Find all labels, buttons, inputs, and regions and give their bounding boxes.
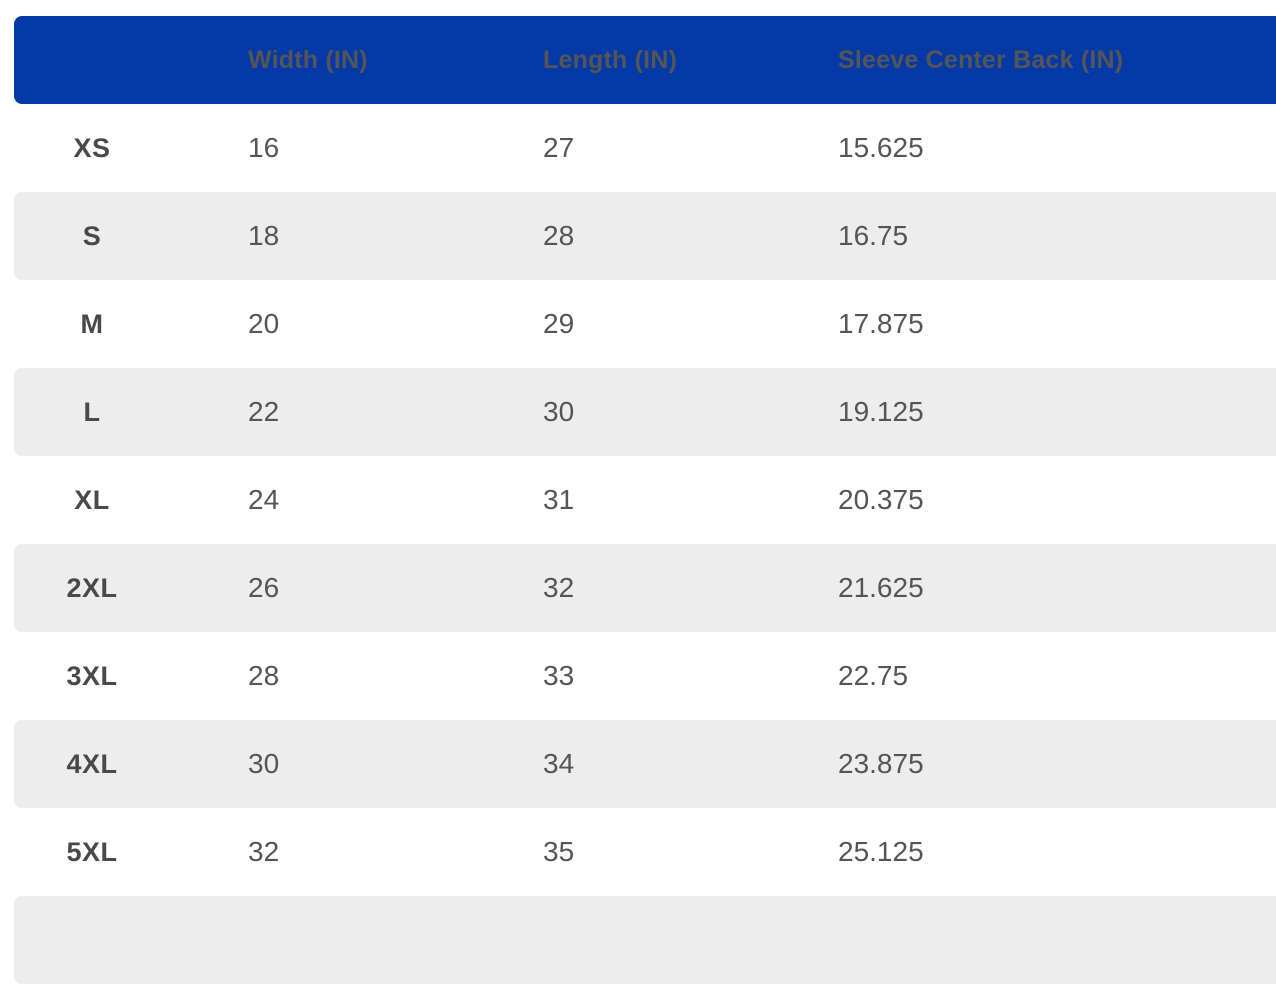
row-cell-sleeve_center_back_in: 22.75 (838, 660, 909, 691)
row-cell-length_in: 28 (543, 220, 575, 251)
row-cell-length_in: 31 (543, 484, 575, 515)
row-cell-width_in: 16 (248, 132, 280, 163)
table-row: XS 16 27 15.625 (14, 104, 1276, 192)
row-cell-length_in: 35 (543, 836, 575, 867)
row-cell-sleeve_center_back_in: 17.875 (838, 308, 924, 339)
row-cell-width_in: 24 (248, 484, 280, 515)
row-cell-width_in: 18 (248, 220, 280, 251)
header-cell-width: Width (IN) (248, 45, 368, 74)
row-cell-width_in: 26 (248, 572, 280, 603)
table-body: XS 16 27 15.625 S 18 28 16.75 M 20 29 17.875 L 22 30 19… (14, 104, 1276, 896)
row-cell-length_in: 27 (543, 132, 575, 163)
row-size-label: XL (74, 484, 110, 515)
row-cell-width_in: 30 (248, 748, 280, 779)
row-cell-length_in: 32 (543, 572, 575, 603)
row-size-label: 3XL (66, 660, 118, 691)
table-row: 3XL 28 33 22.75 (14, 632, 1276, 720)
row-cell-length_in: 33 (543, 660, 575, 691)
row-cell-sleeve_center_back_in: 25.125 (838, 836, 924, 867)
partial-next-row (14, 896, 1276, 984)
table-row: L 22 30 19.125 (14, 368, 1276, 456)
row-cell-width_in: 22 (248, 396, 280, 427)
row-size-label: XS (73, 132, 111, 163)
row-size-label: M (80, 308, 104, 339)
table-header-row: Width (IN) Length (IN) Sleeve Center Bac… (14, 16, 1276, 104)
row-size-label: L (83, 396, 101, 427)
table-row: 5XL 32 35 25.125 (14, 808, 1276, 896)
row-cell-length_in: 30 (543, 396, 575, 427)
row-cell-sleeve_center_back_in: 19.125 (838, 396, 924, 427)
row-cell-length_in: 29 (543, 308, 575, 339)
row-cell-length_in: 34 (543, 748, 575, 779)
table-row: M 20 29 17.875 (14, 280, 1276, 368)
table-row: XL 24 31 20.375 (14, 456, 1276, 544)
row-cell-width_in: 32 (248, 836, 280, 867)
row-cell-sleeve_center_back_in: 23.875 (838, 748, 924, 779)
row-size-label: S (82, 220, 102, 251)
size-chart-table: Width (IN) Length (IN) Sleeve Center Bac… (14, 16, 1276, 984)
row-cell-sleeve_center_back_in: 21.625 (838, 572, 924, 603)
table-row: S 18 28 16.75 (14, 192, 1276, 280)
row-cell-width_in: 28 (248, 660, 280, 691)
header-cell-length: Length (IN) (543, 45, 678, 74)
table-row: 2XL 26 32 21.625 (14, 544, 1276, 632)
row-size-label: 2XL (66, 572, 118, 603)
row-cell-sleeve_center_back_in: 16.75 (838, 220, 909, 251)
row-cell-sleeve_center_back_in: 15.625 (838, 132, 924, 163)
row-cell-width_in: 20 (248, 308, 280, 339)
row-size-label: 4XL (66, 748, 118, 779)
row-cell-sleeve_center_back_in: 20.375 (838, 484, 924, 515)
header-cell-sleeve-center-back: Sleeve Center Back (IN) (838, 45, 1124, 74)
row-size-label: 5XL (66, 836, 118, 867)
table-row: 4XL 30 34 23.875 (14, 720, 1276, 808)
